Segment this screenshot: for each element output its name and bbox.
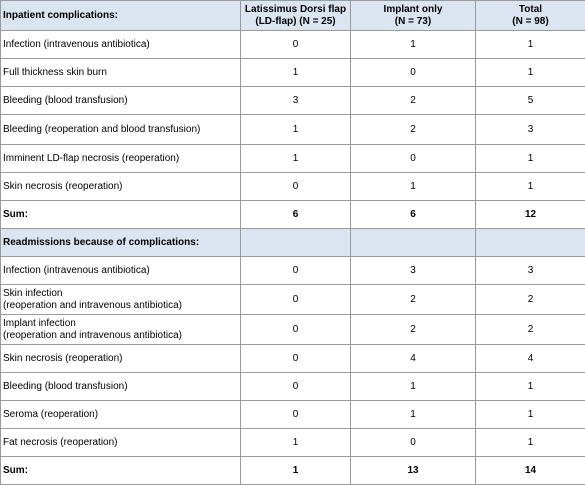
table-row: Skin infection (reoperation and intraven… (0, 284, 585, 315)
table-row: Skin necrosis (reoperation) 0 4 4 (0, 344, 585, 373)
implant-count: 2 (350, 314, 476, 345)
empty-cell (350, 228, 476, 257)
empty-cell (240, 228, 351, 257)
total-count: 1 (475, 372, 585, 401)
readmissions-section-title: Readmissions because of complications: (0, 228, 241, 257)
total-header-line2: (N = 98) (512, 15, 549, 27)
total-count: 1 (475, 58, 585, 87)
ld-flap-count: 0 (240, 372, 351, 401)
row-label: Infection (intravenous antibiotica) (0, 30, 241, 59)
table-row: Fat necrosis (reoperation) 1 0 1 (0, 428, 585, 457)
row-label: Bleeding (blood transfusion) (0, 372, 241, 401)
table-row: Full thickness skin burn 1 0 1 (0, 58, 585, 87)
implant-count: 0 (350, 58, 476, 87)
ld-flap-column-header: Latissimus Dorsi flap (LD-flap) (N = 25) (240, 0, 351, 31)
total-sum: 12 (475, 200, 585, 229)
table-row: Skin necrosis (reoperation) 0 1 1 (0, 172, 585, 201)
implant-header-line1: Implant only (383, 3, 443, 15)
table-row: Seroma (reoperation) 0 1 1 (0, 400, 585, 429)
ld-flap-count: 0 (240, 400, 351, 429)
implant-count: 1 (350, 372, 476, 401)
row-label: Imminent LD-flap necrosis (reoperation) (0, 144, 241, 173)
row-label-line2: (reoperation and intravenous antibiotica… (3, 329, 182, 341)
ld-flap-count: 0 (240, 284, 351, 315)
ld-flap-count: 1 (240, 428, 351, 457)
row-label: Fat necrosis (reoperation) (0, 428, 241, 457)
ld-flap-sum: 1 (240, 456, 351, 485)
total-count: 1 (475, 172, 585, 201)
implant-count: 1 (350, 400, 476, 429)
total-header-line1: Total (518, 3, 543, 15)
ld-flap-count: 1 (240, 144, 351, 173)
ld-flap-count: 1 (240, 58, 351, 87)
row-label: Implant infection (reoperation and intra… (0, 314, 241, 345)
total-count: 1 (475, 400, 585, 429)
ld-flap-header-line1: Latissimus Dorsi flap (244, 3, 347, 15)
implant-count: 1 (350, 172, 476, 201)
total-count: 5 (475, 86, 585, 115)
implant-count: 2 (350, 86, 476, 115)
row-label: Bleeding (blood transfusion) (0, 86, 241, 115)
implant-column-header: Implant only (N = 73) (350, 0, 476, 31)
ld-flap-count: 0 (240, 256, 351, 285)
implant-count: 2 (350, 284, 476, 315)
sum-label: Sum: (0, 200, 241, 229)
row-label: Full thickness skin burn (0, 58, 241, 87)
empty-cell (475, 228, 585, 257)
ld-flap-count: 3 (240, 86, 351, 115)
table-row: Infection (intravenous antibiotica) 0 3 … (0, 256, 585, 285)
total-count: 4 (475, 344, 585, 373)
ld-flap-count: 0 (240, 172, 351, 201)
row-label-line1: Implant infection (3, 317, 76, 329)
table-row: Bleeding (blood transfusion) 0 1 1 (0, 372, 585, 401)
ld-flap-count: 0 (240, 344, 351, 373)
implant-count: 4 (350, 344, 476, 373)
table-row: Bleeding (reoperation and blood transfus… (0, 114, 585, 145)
total-count: 3 (475, 256, 585, 285)
row-label: Seroma (reoperation) (0, 400, 241, 429)
ld-flap-sum: 6 (240, 200, 351, 229)
implant-sum: 13 (350, 456, 476, 485)
table-row: Infection (intravenous antibiotica) 0 1 … (0, 30, 585, 59)
inpatient-sum-row: Sum: 6 6 12 (0, 200, 585, 229)
inpatient-section-title: Inpatient complications: (0, 0, 241, 31)
implant-count: 3 (350, 256, 476, 285)
ld-flap-count: 1 (240, 114, 351, 145)
total-count: 1 (475, 428, 585, 457)
ld-flap-count: 0 (240, 30, 351, 59)
row-label: Infection (intravenous antibiotica) (0, 256, 241, 285)
table-row: Bleeding (blood transfusion) 3 2 5 (0, 86, 585, 115)
total-sum: 14 (475, 456, 585, 485)
total-column-header: Total (N = 98) (475, 0, 585, 31)
row-label-line2: (reoperation and intravenous antibiotica… (3, 299, 182, 311)
row-label: Skin necrosis (reoperation) (0, 344, 241, 373)
readmissions-header-row: Readmissions because of complications: (0, 228, 585, 257)
row-label: Skin infection (reoperation and intraven… (0, 284, 241, 315)
implant-count: 0 (350, 428, 476, 457)
implant-count: 2 (350, 114, 476, 145)
implant-count: 0 (350, 144, 476, 173)
total-count: 2 (475, 314, 585, 345)
table-row: Imminent LD-flap necrosis (reoperation) … (0, 144, 585, 173)
implant-count: 1 (350, 30, 476, 59)
implant-sum: 6 (350, 200, 476, 229)
total-count: 1 (475, 144, 585, 173)
readmissions-sum-row: Sum: 1 13 14 (0, 456, 585, 485)
implant-header-line2: (N = 73) (394, 15, 432, 27)
row-label-line1: Skin infection (3, 287, 63, 299)
sum-label: Sum: (0, 456, 241, 485)
header-row: Inpatient complications: Latissimus Dors… (0, 0, 585, 31)
ld-flap-count: 0 (240, 314, 351, 345)
ld-flap-header-line2: (LD-flap) (N = 25) (255, 15, 336, 27)
row-label: Skin necrosis (reoperation) (0, 172, 241, 201)
total-count: 1 (475, 30, 585, 59)
total-count: 3 (475, 114, 585, 145)
row-label: Bleeding (reoperation and blood transfus… (0, 114, 241, 145)
table-row: Implant infection (reoperation and intra… (0, 314, 585, 345)
total-count: 2 (475, 284, 585, 315)
